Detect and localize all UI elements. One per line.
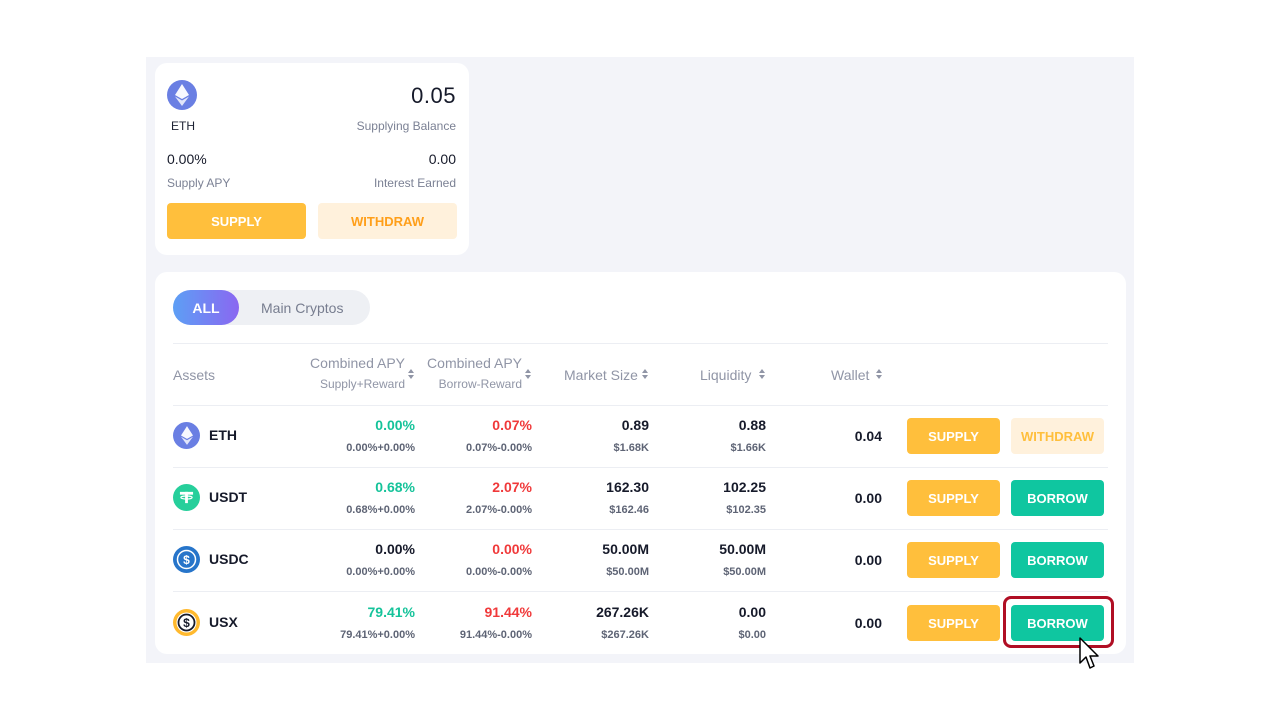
sort-icon[interactable] xyxy=(524,368,532,380)
interest-earned-label: Interest Earned xyxy=(373,176,456,190)
supply-button[interactable]: SUPPLY xyxy=(907,418,1000,454)
usdc-icon: $ xyxy=(173,546,200,573)
asset-symbol: ETH xyxy=(171,119,195,133)
tether-icon xyxy=(173,484,200,511)
header-liquidity[interactable]: Liquidity xyxy=(700,367,752,383)
wallet-balance: 0.00 xyxy=(854,552,882,568)
supply-apy-label: Supply APY xyxy=(167,176,231,190)
sort-icon[interactable] xyxy=(641,368,649,380)
asset-name: USX xyxy=(209,614,238,630)
markets-panel: ALL Main Cryptos Assets Combined APY Sup… xyxy=(155,272,1126,654)
ethereum-icon xyxy=(173,422,200,449)
filter-all-tab[interactable]: ALL xyxy=(173,290,239,325)
divider xyxy=(173,405,1108,406)
supply-button[interactable]: SUPPLY xyxy=(907,605,1000,641)
supplying-balance-label: Supplying Balance xyxy=(356,119,456,133)
borrow-apy-breakdown: 2.07%-0.00% xyxy=(465,504,532,516)
borrow-apy: 91.44% xyxy=(484,604,532,620)
header-wallet[interactable]: Wallet xyxy=(831,367,870,383)
borrow-button[interactable]: BORROW xyxy=(1011,480,1104,516)
supply-button[interactable]: SUPPLY xyxy=(907,480,1000,516)
header-supply-apy-sub: Supply+Reward xyxy=(319,377,405,391)
divider xyxy=(173,343,1108,344)
app-page: ETH 0.05 Supplying Balance 0.00% Supply … xyxy=(146,57,1134,663)
divider xyxy=(173,591,1108,592)
supply-apy: 0.00% xyxy=(375,541,415,557)
header-borrow-apy[interactable]: Combined APY Borrow-Reward xyxy=(426,355,522,391)
supply-apy: 0.00% xyxy=(375,417,415,433)
table-row: ETH 0.00% 0.00%+0.00% 0.07% 0.07%-0.00% … xyxy=(155,405,1126,467)
asset-name: USDT xyxy=(209,489,248,505)
liquidity-usd: $0.00 xyxy=(738,629,766,641)
borrow-apy: 2.07% xyxy=(492,479,532,495)
asset-filter-toggle: ALL Main Cryptos xyxy=(173,290,370,325)
market-size-usd: $1.68K xyxy=(613,442,649,454)
supply-apy-value: 0.00% xyxy=(167,151,207,167)
card-supply-button[interactable]: SUPPLY xyxy=(167,203,306,239)
wallet-balance: 0.04 xyxy=(854,428,882,444)
divider xyxy=(173,529,1108,530)
borrow-apy-breakdown: 0.00%-0.00% xyxy=(465,566,532,578)
header-borrow-apy-label: Combined APY xyxy=(427,355,522,371)
highlight-box xyxy=(1003,596,1114,648)
header-supply-apy-label: Combined APY xyxy=(310,355,405,371)
borrow-apy-breakdown: 91.44%-0.00% xyxy=(459,629,532,641)
header-market-size[interactable]: Market Size xyxy=(564,367,638,383)
supply-apy-breakdown: 0.68%+0.00% xyxy=(346,504,415,516)
header-borrow-apy-sub: Borrow-Reward xyxy=(438,377,522,391)
usx-icon: $ xyxy=(173,609,200,636)
divider xyxy=(173,467,1108,468)
wallet-balance: 0.00 xyxy=(854,615,882,631)
table-row: $ USX 79.41% 79.41%+0.00% 91.44% 91.44%-… xyxy=(155,592,1126,654)
supply-apy-breakdown: 79.41%+0.00% xyxy=(340,629,415,641)
table-row: USDT 0.68% 0.68%+0.00% 2.07% 2.07%-0.00%… xyxy=(155,467,1126,529)
table-row: $ USDC 0.00% 0.00%+0.00% 0.00% 0.00%-0.0… xyxy=(155,529,1126,591)
borrow-button[interactable]: BORROW xyxy=(1011,605,1104,641)
sort-icon[interactable] xyxy=(875,368,883,380)
market-size: 267.26K xyxy=(596,604,649,620)
withdraw-button[interactable]: WITHDRAW xyxy=(1011,418,1104,454)
wallet-balance: 0.00 xyxy=(854,490,882,506)
liquidity: 0.88 xyxy=(738,417,766,433)
sort-icon[interactable] xyxy=(407,368,415,380)
svg-text:$: $ xyxy=(183,553,190,567)
market-size: 162.30 xyxy=(606,479,649,495)
market-size: 0.89 xyxy=(621,417,649,433)
liquidity: 0.00 xyxy=(738,604,766,620)
asset-name: ETH xyxy=(209,427,237,443)
sort-icon[interactable] xyxy=(758,368,766,380)
market-size: 50.00M xyxy=(602,541,649,557)
liquidity: 50.00M xyxy=(719,541,766,557)
card-withdraw-button[interactable]: WITHDRAW xyxy=(318,203,457,239)
liquidity-usd: $102.35 xyxy=(726,504,766,516)
market-size-usd: $267.26K xyxy=(601,629,649,641)
header-supply-apy[interactable]: Combined APY Supply+Reward xyxy=(310,355,405,391)
header-assets: Assets xyxy=(173,367,216,383)
asset-name: USDC xyxy=(209,551,249,567)
liquidity: 102.25 xyxy=(723,479,766,495)
eth-supply-card: ETH 0.05 Supplying Balance 0.00% Supply … xyxy=(155,63,469,255)
liquidity-usd: $50.00M xyxy=(723,566,766,578)
supply-apy-breakdown: 0.00%+0.00% xyxy=(346,566,415,578)
svg-text:$: $ xyxy=(183,616,190,630)
borrow-apy-breakdown: 0.07%-0.00% xyxy=(465,442,532,454)
mouse-pointer-icon xyxy=(1079,637,1099,669)
borrow-button[interactable]: BORROW xyxy=(1011,542,1104,578)
supply-button[interactable]: SUPPLY xyxy=(907,542,1000,578)
supply-apy: 0.68% xyxy=(375,479,415,495)
supply-apy: 79.41% xyxy=(367,604,415,620)
ethereum-icon xyxy=(167,80,197,110)
liquidity-usd: $1.66K xyxy=(730,442,766,454)
market-size-usd: $50.00M xyxy=(606,566,649,578)
interest-earned-value: 0.00 xyxy=(428,151,456,167)
supply-apy-breakdown: 0.00%+0.00% xyxy=(346,442,415,454)
borrow-apy: 0.07% xyxy=(492,417,532,433)
supplying-balance-value: 0.05 xyxy=(411,83,456,108)
filter-main-cryptos-tab[interactable]: Main Cryptos xyxy=(261,299,344,316)
borrow-apy: 0.00% xyxy=(492,541,532,557)
market-size-usd: $162.46 xyxy=(609,504,649,516)
